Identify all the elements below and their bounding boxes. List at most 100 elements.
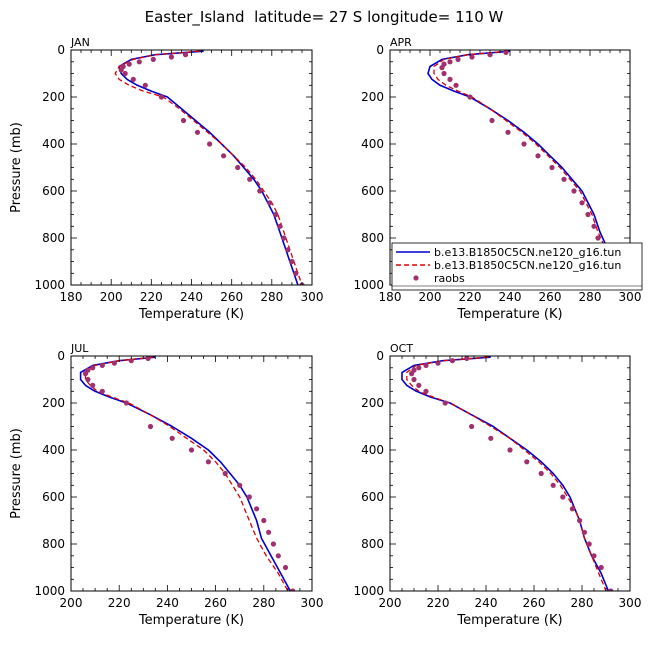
x-tick-label: 260 (220, 290, 243, 304)
y-tick-label: 600 (42, 184, 65, 198)
raobs-point (207, 141, 213, 147)
raobs-point (488, 435, 494, 441)
panel-jul: 200 220 240 260 280 300 0 200 400 600 800 1000 JUL Te… (9, 342, 323, 628)
raobs-point (416, 365, 422, 371)
panel-jan: 180 200 220 240 260 280 300 0 200 400 600 800 1000 JA… (9, 36, 323, 322)
raobs-point (111, 360, 117, 366)
y-tick-label: 200 (42, 396, 65, 410)
raobs-point (123, 400, 129, 406)
y-tick-label: 1000 (353, 278, 384, 292)
raobs-point (266, 529, 272, 535)
y-tick-label: 800 (361, 231, 384, 245)
panel-oct: 200 220 240 260 280 300 0 200 400 600 800 1000 OCT Te… (353, 342, 641, 628)
y-tick-label: 600 (361, 490, 384, 504)
raobs-point (535, 153, 541, 159)
raobs-point (289, 258, 295, 265)
x-tick-label: 260 (523, 596, 546, 610)
raobs-point (416, 382, 422, 388)
raobs-point (409, 371, 415, 377)
y-axis-label: Pressure (mb) (9, 428, 24, 519)
raobs-point (168, 54, 174, 60)
raobs-point (608, 588, 614, 591)
raobs-point (118, 67, 124, 73)
raobs-point (235, 164, 241, 171)
raobs-point (447, 59, 453, 65)
y-tick-label: 1000 (34, 278, 65, 292)
raobs-point (290, 588, 296, 591)
x-axis-label: Temperature (K) (138, 307, 244, 322)
raobs-point (489, 117, 495, 124)
x-tick-label: 240 (156, 596, 179, 610)
raobs-point (577, 517, 583, 524)
y-tick-label: 0 (57, 43, 65, 57)
legend-label: raobs (434, 272, 465, 285)
raobs-point (435, 360, 441, 366)
y-tick-label: 1000 (353, 584, 384, 598)
model-solid-line (427, 50, 621, 285)
model-dashed-line (433, 50, 619, 285)
raobs-point (585, 211, 591, 218)
panel-title: OCT (390, 342, 413, 355)
legend-label: b.e13.B1850C5CN.ne120_g16.tun (434, 246, 621, 259)
y-tick-label: 1000 (34, 584, 65, 598)
y-tick-label: 800 (361, 537, 384, 551)
model-dashed-line (114, 50, 303, 285)
y-tick-label: 200 (42, 90, 65, 104)
x-tick-label: 220 (140, 290, 163, 304)
figure-title: Easter_Island latitude= 27 S longitude= … (145, 8, 504, 27)
raobs-point (423, 362, 429, 368)
x-tick-label: 260 (539, 290, 562, 304)
x-tick-label: 220 (427, 596, 450, 610)
y-tick-label: 200 (361, 396, 384, 410)
raobs-point (442, 400, 448, 406)
model-dashed-line (84, 356, 289, 591)
raobs-point (99, 362, 105, 368)
y-tick-label: 400 (42, 137, 65, 151)
raobs-point (581, 529, 588, 535)
x-tick-label: 300 (301, 290, 324, 304)
raobs-point (464, 356, 470, 361)
raobs-point (237, 482, 243, 488)
x-axis-label: Temperature (K) (138, 613, 244, 628)
raobs-point (285, 247, 291, 253)
raobs-point (85, 376, 91, 383)
raobs-point (505, 129, 511, 135)
raobs-point (246, 494, 252, 500)
x-tick-label: 280 (252, 596, 275, 610)
raobs-point (257, 188, 263, 194)
raobs-point (447, 76, 453, 82)
x-tick-label: 180 (379, 290, 402, 304)
model-dashed-line (406, 356, 607, 591)
model-solid-line (401, 356, 610, 591)
raobs-point (586, 541, 592, 547)
raobs-point (571, 188, 577, 194)
raobs-point (423, 388, 429, 394)
panel-title: APR (390, 36, 412, 49)
legend-box (391, 242, 643, 291)
raobs-point (598, 564, 604, 571)
raobs-point (507, 447, 513, 453)
x-tick-label: 220 (108, 596, 131, 610)
raobs-point (90, 382, 96, 388)
x-tick-label: 300 (619, 596, 642, 610)
raobs-point (169, 435, 175, 441)
raobs-point (182, 52, 189, 58)
y-tick-label: 400 (361, 443, 384, 457)
raobs-point (254, 506, 260, 512)
raobs-point (561, 176, 567, 182)
x-tick-label: 200 (60, 596, 83, 610)
raobs-point (261, 517, 267, 524)
raobs-point (150, 56, 156, 63)
raobs-point (281, 235, 287, 241)
raobs-point (538, 470, 544, 477)
y-tick-label: 0 (376, 349, 384, 363)
model-solid-line (79, 356, 292, 591)
raobs-point (293, 270, 299, 276)
legend-label: b.e13.B1850C5CN.ne120_g16.tun (434, 259, 621, 272)
raobs-point (158, 94, 164, 100)
raobs-point (275, 553, 281, 559)
x-tick-label: 280 (579, 290, 602, 304)
y-axis-label: Pressure (mb) (9, 122, 24, 213)
series-group (114, 50, 305, 285)
y-tick-label: 600 (42, 490, 65, 504)
